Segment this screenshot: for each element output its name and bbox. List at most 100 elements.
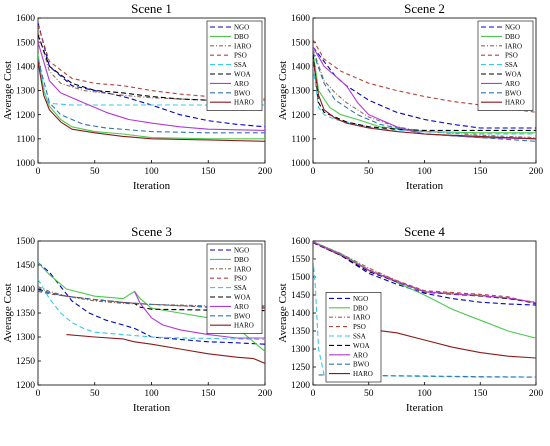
legend-label: ARO <box>505 80 520 88</box>
y-tick-label: 1400 <box>16 285 35 295</box>
legend-label: SSA <box>353 333 366 341</box>
series-group <box>313 39 536 142</box>
y-tick-label: 1200 <box>291 381 310 391</box>
y-tick-label: 1500 <box>16 38 35 48</box>
series-line-iaro <box>38 32 265 101</box>
legend-label: IARO <box>234 42 251 50</box>
chart-panel-3: 0 50 100 150 200 1200 1250 1300 1350 1400 1450 1500… <box>2 224 272 414</box>
x-tick-label: 0 <box>36 167 41 177</box>
legend-label: BWO <box>353 361 369 369</box>
series-line-woa <box>38 34 265 102</box>
chart-panel-1: 0 50 100 150 200 1000 1100 1200 1300 1400 1500 1600… <box>2 1 272 192</box>
x-axis-label: Iteration <box>133 180 171 192</box>
series-line-aro <box>313 241 536 304</box>
y-tick-label: 1600 <box>16 14 35 24</box>
legend-label: PSO <box>505 52 518 60</box>
y-tick-label: 1000 <box>291 159 310 169</box>
x-tick-label: 150 <box>201 167 216 177</box>
legend-label: IARO <box>505 42 522 50</box>
legend-label: HARO <box>505 99 525 107</box>
legend-label: WOA <box>353 342 370 350</box>
x-tick-label: 100 <box>144 167 159 177</box>
legend-label: HARO <box>234 322 254 330</box>
chart-title: Scene 4 <box>404 224 445 239</box>
legend-label: PSO <box>234 275 247 283</box>
y-tick-label: 1400 <box>291 63 310 73</box>
x-tick-label: 50 <box>90 167 100 177</box>
x-tick-label: 200 <box>529 167 544 177</box>
legend-label: BWO <box>505 89 521 97</box>
y-tick-label: 1350 <box>291 327 310 337</box>
y-tick-label: 1350 <box>16 309 35 319</box>
x-tick-label: 50 <box>364 389 374 399</box>
x-tick-label: 150 <box>201 389 216 399</box>
y-tick-label: 1250 <box>291 363 310 373</box>
x-tick-label: 0 <box>311 167 316 177</box>
series-line-haro <box>66 334 265 364</box>
series-line-ssa <box>38 61 265 106</box>
x-tick-label: 0 <box>36 389 41 399</box>
series-line-dbo <box>38 54 265 140</box>
y-axis-label: Average Cost <box>2 61 14 120</box>
x-tick-label: 50 <box>364 167 374 177</box>
y-axis-label: Average Cost <box>2 283 14 342</box>
legend-label: HARO <box>353 370 373 378</box>
y-tick-label: 1100 <box>291 135 310 145</box>
y-axis-label: Average Cost <box>277 283 289 342</box>
legend-label: HARO <box>234 99 254 107</box>
legend-label: WOA <box>234 71 251 79</box>
series-line-bwo <box>38 289 265 308</box>
x-tick-label: 150 <box>473 167 488 177</box>
x-tick-label: 50 <box>90 389 100 399</box>
legend-label: ARO <box>234 303 249 311</box>
series-line-ssa <box>313 66 536 135</box>
series-line-aro <box>38 42 265 131</box>
series-line-iaro <box>313 49 536 139</box>
legend-label: DBO <box>234 33 249 41</box>
y-tick-label: 1300 <box>16 333 35 343</box>
x-tick-label: 200 <box>258 389 273 399</box>
legend-label: NGO <box>353 295 368 303</box>
x-tick-label: 0 <box>311 389 316 399</box>
y-tick-label: 1400 <box>16 63 35 73</box>
x-tick-label: 100 <box>417 167 432 177</box>
series-line-bwo <box>38 58 265 134</box>
y-tick-label: 1450 <box>16 261 35 271</box>
legend-label: SSA <box>234 284 247 292</box>
chart-panel-2: 0 50 100 150 200 1000 1100 1200 1300 1400 1500 1600… <box>277 1 543 192</box>
x-axis-label: Iteration <box>406 402 444 414</box>
y-tick-label: 1500 <box>16 237 35 247</box>
x-tick-label: 100 <box>144 389 159 399</box>
legend-label: ARO <box>353 351 368 359</box>
series-line-ngo <box>313 46 536 129</box>
chart-title: Scene 2 <box>404 1 445 16</box>
legend-label: DBO <box>234 256 249 264</box>
series-line-dbo <box>313 241 536 339</box>
y-tick-label: 1200 <box>16 111 35 121</box>
series-line-ngo <box>38 22 265 128</box>
chart-title: Scene 1 <box>131 1 172 16</box>
x-axis-label: Iteration <box>133 402 171 414</box>
legend-label: PSO <box>353 323 366 331</box>
series-line-haro <box>313 59 536 140</box>
x-tick-label: 200 <box>529 389 544 399</box>
y-tick-label: 1200 <box>291 111 310 121</box>
series-line-iaro <box>38 286 265 307</box>
y-tick-label: 1400 <box>291 309 310 319</box>
legend-label: BWO <box>234 312 250 320</box>
series-line-aro <box>134 291 265 339</box>
legend-label: NGO <box>234 24 249 32</box>
legend-label: IARO <box>234 265 251 273</box>
y-tick-label: 1550 <box>291 255 310 265</box>
legend-label: BWO <box>234 89 250 97</box>
legend-label: NGO <box>505 24 520 32</box>
legend-label: WOA <box>234 294 251 302</box>
y-tick-label: 1500 <box>291 38 310 48</box>
series-line-ngo <box>38 262 265 345</box>
y-tick-label: 1600 <box>291 14 310 24</box>
y-tick-label: 1300 <box>291 87 310 97</box>
